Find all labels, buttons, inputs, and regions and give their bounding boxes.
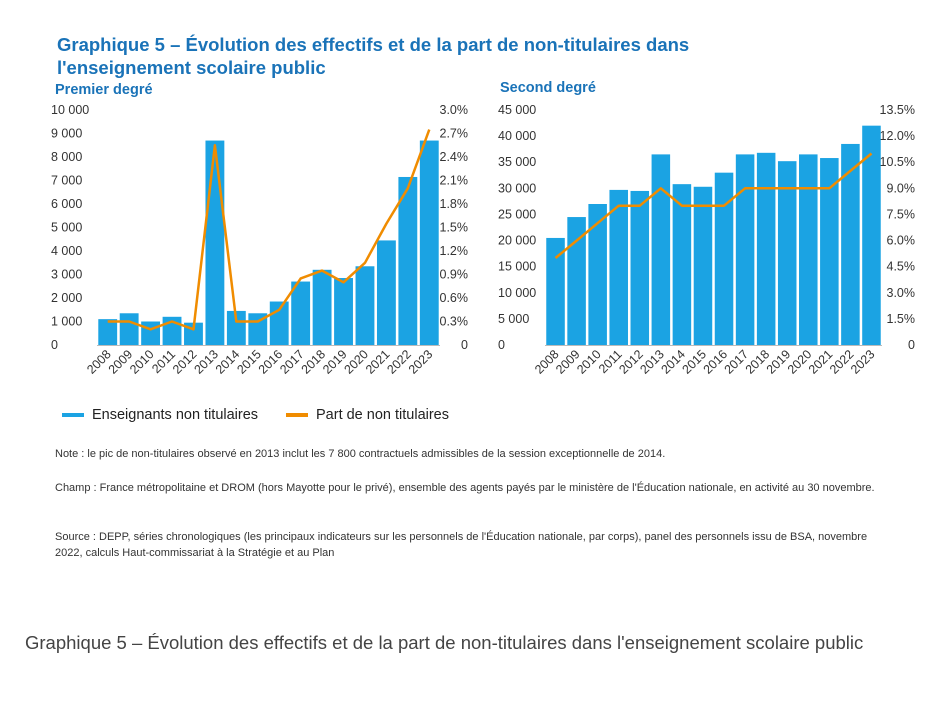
left-y-left-tick: 9 000 (51, 127, 82, 141)
chart-source: Source : DEPP, séries chronologiques (le… (55, 531, 868, 559)
left-y-right-tick: 0.3% (440, 315, 469, 329)
left-chart-subtitle: Premier degré (55, 82, 153, 98)
figure-caption: Graphique 5 – Évolution des effectifs et… (25, 632, 864, 653)
left-y-left-tick: 10 000 (51, 103, 89, 117)
right-chart-subtitle: Second degré (500, 80, 596, 96)
left-y-left-tick: 3 000 (51, 268, 82, 282)
left-y-left-tick: 6 000 (51, 197, 82, 211)
left-bar (205, 140, 225, 345)
legend-item-bars: Enseignants non titulaires (62, 407, 258, 423)
left-bar (334, 278, 353, 345)
left-y-right-tick: 1.2% (440, 244, 469, 258)
left-y-right-tick: 0.9% (440, 268, 469, 282)
chart-scope: Champ : France métropolitaine et DROM (h… (55, 482, 875, 494)
left-bar (226, 310, 246, 345)
left-y-left-tick: 5 000 (51, 221, 82, 235)
left-bar (141, 321, 161, 345)
left-bar (119, 313, 139, 345)
left-bar (98, 319, 118, 345)
left-bar (312, 269, 332, 345)
left-y-right-tick: 0 (461, 338, 468, 352)
left-y-left-tick: 0 (51, 338, 58, 352)
left-y-right-tick: 0.6% (440, 291, 469, 305)
left-y-left-tick: 7 000 (51, 174, 82, 188)
left-y-right-tick: 2.4% (440, 150, 469, 164)
left-line-series (107, 129, 431, 331)
left-y-left-tick: 2 000 (51, 291, 82, 305)
chart-note: Note : le pic de non-titulaires observé … (55, 448, 666, 460)
left-y-left-tick: 8 000 (51, 150, 82, 164)
left-y-left-tick: 4 000 (51, 244, 82, 258)
left-y-left-tick: 1 000 (51, 315, 82, 329)
left-bar (398, 176, 418, 345)
left-bar (419, 140, 439, 345)
left-y-right-tick: 2.7% (440, 127, 469, 141)
left-bar (376, 240, 396, 345)
left-y-right-tick: 1.5% (440, 221, 469, 235)
legend-line-swatch (286, 413, 308, 417)
left-bar (355, 266, 375, 345)
legend-bar-label: Enseignants non titulaires (92, 407, 259, 423)
left-y-right-tick: 3.0% (440, 103, 469, 117)
left-y-right-tick: 1.8% (440, 197, 469, 211)
left-bar (291, 281, 311, 345)
left-y-right-tick: 2.1% (440, 174, 469, 188)
legend-line-label: Part de non titulaires (316, 407, 449, 423)
chart-title: Graphique 5 – Évolution des effectifs et… (57, 34, 690, 78)
legend-bar-swatch (62, 413, 84, 417)
legend-item-line: Part de non titulaires (286, 407, 449, 423)
left-x-tick: 2023 (406, 347, 436, 377)
